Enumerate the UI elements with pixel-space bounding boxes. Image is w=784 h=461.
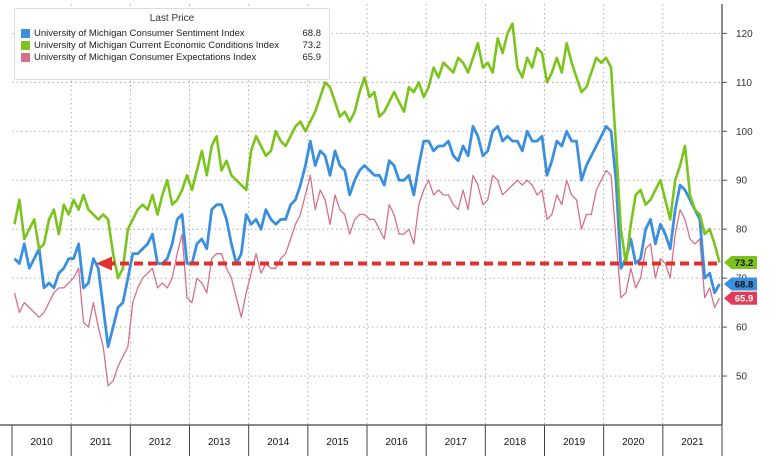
legend-label-consumer-expectations: University of Michigan Consumer Expectat… — [34, 51, 257, 63]
legend-swatch-consumer-expectations — [21, 52, 30, 62]
legend-value-consumer-sentiment: 68.8 — [302, 27, 322, 39]
y-tick-label-110: 110 — [736, 78, 752, 89]
x-year-label-2013: 2013 — [208, 437, 231, 448]
reference-line-layer — [96, 256, 718, 271]
series-layer — [13, 22, 721, 387]
x-year-label-2020: 2020 — [622, 437, 645, 448]
x-year-label-2015: 2015 — [326, 437, 349, 448]
legend-label-current-conditions: University of Michigan Current Economic … — [34, 39, 279, 51]
badge-pointer-consumer-expectations — [724, 292, 731, 305]
legend-title: Last Price — [149, 13, 195, 24]
y-tick-label-120: 120 — [736, 29, 753, 40]
legend-swatch-consumer-sentiment — [21, 28, 30, 38]
axis-layer: 5060708090100110120201020112012201320142… — [0, 4, 753, 456]
x-year-label-2012: 2012 — [149, 437, 172, 448]
x-year-label-2010: 2010 — [30, 437, 53, 448]
y-tick-label-60: 60 — [736, 323, 748, 334]
badge-box-current-conditions — [731, 255, 757, 269]
badge-label-consumer-sentiment: 68.8 — [735, 280, 754, 291]
y-tick-label-90: 90 — [736, 176, 748, 187]
y-tick-label-50: 50 — [736, 372, 748, 383]
x-year-label-2016: 2016 — [385, 437, 408, 448]
y-tick-label-100: 100 — [736, 127, 753, 138]
series-line-current-conditions — [13, 22, 721, 280]
badge-label-current-conditions: 73.2 — [735, 258, 754, 269]
x-year-label-2018: 2018 — [504, 437, 527, 448]
series-line-consumer-sentiment — [13, 125, 721, 349]
badge-pointer-current-conditions — [724, 256, 731, 269]
chart-legend: Last Price University of Michigan Consum… — [14, 8, 330, 80]
badge-box-consumer-sentiment — [731, 277, 757, 291]
series-line-consumer-expectations — [13, 169, 721, 387]
x-year-label-2017: 2017 — [445, 437, 468, 448]
badge-box-consumer-expectations — [731, 291, 757, 305]
legend-value-current-conditions: 73.2 — [302, 39, 322, 51]
legend-label-consumer-sentiment: University of Michigan Consumer Sentimen… — [34, 27, 245, 39]
x-year-label-2019: 2019 — [563, 437, 586, 448]
legend-value-consumer-expectations: 65.9 — [302, 51, 322, 63]
badge-pointer-consumer-sentiment — [724, 278, 731, 291]
y-tick-label-80: 80 — [736, 225, 748, 236]
badge-label-consumer-expectations: 65.9 — [735, 294, 754, 305]
legend-item-consumer-expectations: University of Michigan Consumer Expectat… — [15, 51, 329, 63]
reference-line-arrowhead — [96, 256, 112, 271]
x-year-label-2014: 2014 — [267, 437, 290, 448]
x-year-label-2011: 2011 — [90, 437, 112, 448]
legend-swatch-current-conditions — [21, 40, 30, 50]
last-value-badges: 73.2 68.8 65.9 — [724, 255, 757, 305]
legend-item-current-conditions: University of Michigan Current Economic … — [15, 39, 329, 51]
legend-item-consumer-sentiment: University of Michigan Consumer Sentimen… — [15, 27, 329, 39]
x-year-label-2021: 2021 — [681, 437, 704, 448]
